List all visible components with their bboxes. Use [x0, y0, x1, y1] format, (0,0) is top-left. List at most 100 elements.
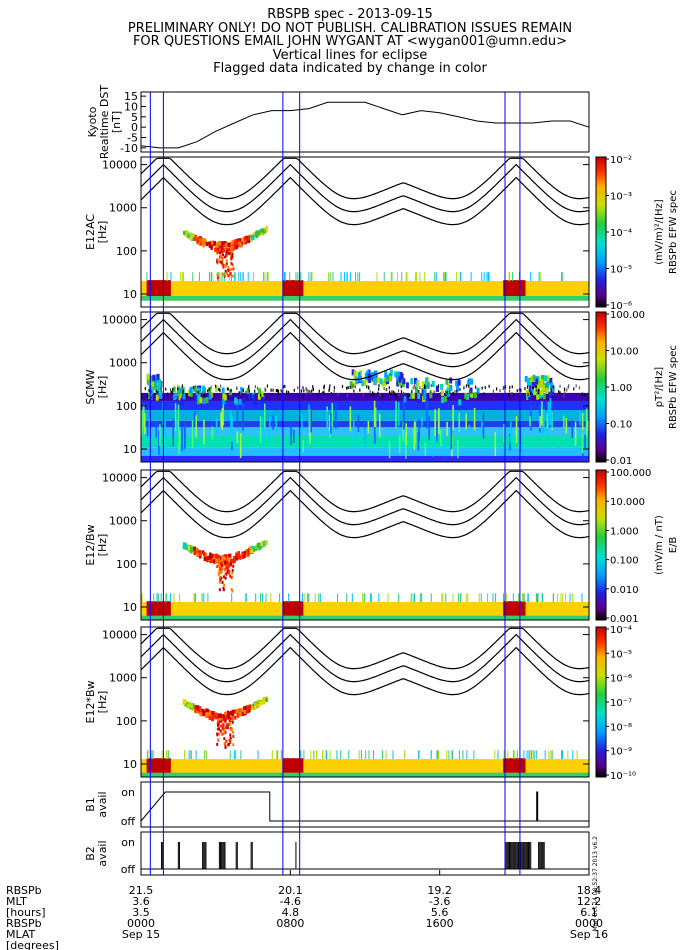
scmw-ytick-label: 10000 [102, 314, 137, 327]
e12xbw-chorus [182, 700, 186, 705]
e12bw-chorus [244, 549, 248, 554]
scmw-emission [376, 377, 380, 384]
scmw-stripe [264, 403, 266, 428]
e12xbw-ylabel: [Hz] [96, 691, 109, 714]
scmw-emission [158, 381, 162, 388]
e12ac-chorus [193, 236, 197, 241]
scmw-noise [361, 394, 363, 398]
e12bw-stripe [153, 593, 155, 603]
scmw-noise [303, 389, 305, 393]
e12ac-stripe [444, 272, 446, 282]
e12xbw-lowband [141, 759, 589, 777]
scmw-stripe [142, 405, 145, 429]
scmw-stripe [242, 403, 244, 431]
e12bw-stripe [270, 593, 272, 603]
dst-ytick-label: -5 [127, 132, 138, 145]
e12ac-stripe [396, 272, 398, 282]
scmw-noise [197, 390, 199, 394]
scmw-emission [394, 371, 398, 378]
e12ac-chorus [260, 228, 263, 233]
e12xbw-stripe [188, 750, 190, 760]
scmw-noise [312, 385, 314, 389]
scmw-emission [156, 390, 160, 397]
xaxis-tick-label: Sep 16 [570, 928, 608, 941]
scmw-stripe [432, 428, 434, 457]
scmw-noise [459, 387, 461, 391]
scmw-emission [352, 382, 356, 389]
scmw-noise [573, 387, 575, 391]
scmw-emission [152, 374, 156, 381]
scmw-emission [182, 393, 186, 400]
e12bw-chorus [206, 556, 210, 561]
e12xbw-stripe [576, 750, 578, 760]
scmw-noise [470, 390, 472, 394]
xaxis-tick-label: 1600 [426, 917, 454, 930]
e12bw-stem [227, 566, 230, 570]
scmw-noise [495, 387, 498, 391]
e12bw-stripe [495, 593, 497, 603]
scmw-emission [435, 385, 439, 392]
scmw-stripe [574, 421, 577, 446]
e12bw-chorus [237, 551, 240, 556]
scmw-stripe [405, 423, 407, 445]
scmw-emission [240, 387, 244, 394]
scmw-emission [349, 381, 353, 388]
scmw-noise [424, 385, 426, 389]
e12bw-stem [218, 575, 221, 579]
scmw-noise [550, 388, 552, 392]
scmw-noise [226, 387, 229, 391]
e12bw-stripe [173, 593, 175, 603]
scmw-noise [508, 389, 511, 393]
scmw-emission [205, 396, 209, 403]
e12xbw-stripe [161, 750, 163, 760]
e12xbw-chorus [243, 709, 246, 714]
scmw-stripe [178, 428, 180, 455]
e12xbw-stripe [507, 750, 509, 760]
scmw-noise [245, 390, 247, 394]
scmw-noise [378, 384, 380, 388]
scmw-gyrofreq-curve [141, 312, 589, 355]
scmw-stripe [452, 405, 454, 431]
e12xbw-colorbar [595, 626, 607, 778]
scmw-noise [512, 392, 514, 396]
e12xbw-stem [217, 722, 220, 726]
e12xbw-stem [222, 727, 225, 731]
e12bw-chorus [193, 551, 197, 556]
scmw-noise [282, 385, 285, 389]
scmw-stripe [403, 401, 405, 430]
e12xbw-chorus [226, 715, 230, 720]
scmw-noise [527, 392, 529, 396]
e12xbw-stripe [303, 750, 305, 760]
scmw-noise [204, 393, 206, 397]
e12bw-chorus [190, 546, 193, 551]
e12bw-chorus [227, 556, 230, 561]
e12xbw-lowband-edge [141, 772, 589, 777]
scmw-noise [492, 389, 495, 393]
e12ac-stripe [311, 272, 313, 282]
scmw-stripe [547, 423, 549, 437]
e12ac-stripe [208, 272, 210, 282]
scmw-emission [154, 377, 158, 384]
scmw-stripe [551, 412, 553, 429]
xaxis-tick-label: 5.6 [431, 906, 449, 919]
e12bw-lowband-edge [141, 615, 589, 620]
e12bw-gyrofreq-curve [141, 470, 589, 513]
e12xbw-stripe [497, 750, 499, 760]
e12ac-stripe [235, 272, 237, 282]
scmw-stripe [329, 415, 331, 433]
e12bw-chorus [184, 542, 187, 547]
e12xbw-eclipse-band [503, 758, 526, 773]
e12ac-stripe [481, 272, 483, 282]
scmw-noise [318, 389, 320, 393]
e12bw-stripe [421, 593, 423, 603]
e12ac-stem [230, 251, 233, 255]
e12ac-chorus [265, 225, 269, 230]
e12ac-stripe [459, 272, 461, 282]
scmw-noise [383, 386, 385, 390]
e12bw-stripe [537, 593, 539, 603]
scmw-stripe [565, 417, 568, 434]
e12xbw-stripe [206, 750, 208, 760]
scmw-emission [243, 397, 247, 404]
e12xbw-chorus [221, 715, 224, 720]
scmw-gyrofreq-curve [141, 331, 589, 381]
